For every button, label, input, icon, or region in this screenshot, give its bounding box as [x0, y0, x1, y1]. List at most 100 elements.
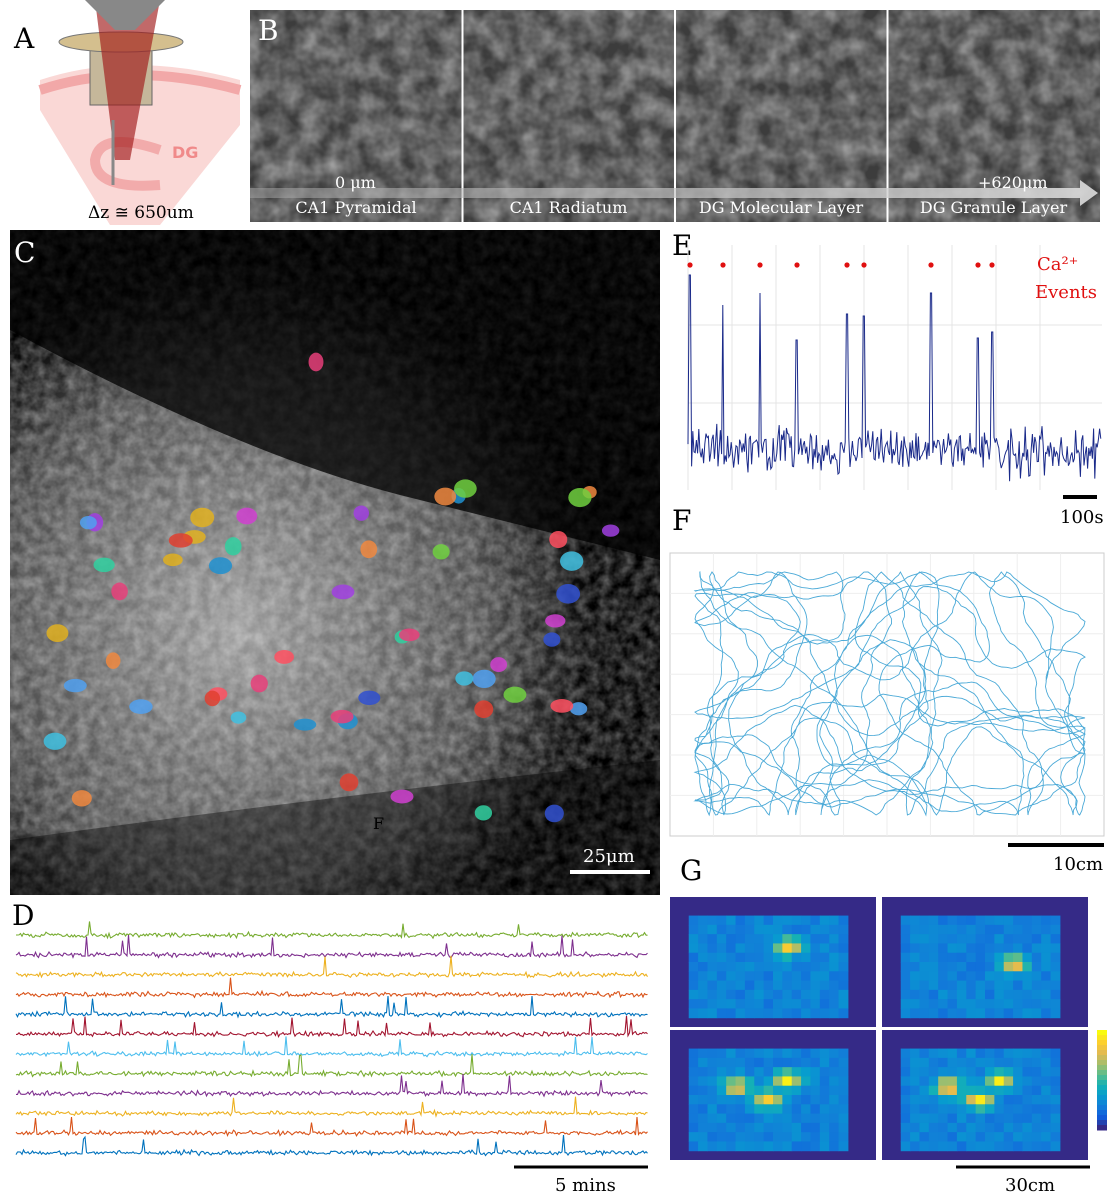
colorbar-step [1097, 1095, 1107, 1101]
heatmap-cell [994, 999, 1004, 1009]
heatmap-cell [901, 999, 911, 1009]
heatmap-cell [839, 1114, 849, 1124]
heatmap-cell [754, 981, 764, 991]
heatmap-cell [839, 1086, 849, 1096]
heatmap-cell [745, 999, 755, 1009]
heatmap-cell [829, 999, 839, 1009]
heatmap-cell [764, 916, 774, 926]
heatmap-cell [792, 981, 802, 991]
heatmap-cell [1013, 1049, 1023, 1059]
heatmap-cell [994, 1058, 1004, 1068]
heatmap-cell [736, 925, 746, 935]
heatmap-cell [901, 925, 911, 935]
heatmap-cell [773, 1141, 783, 1151]
heatmap-cell [938, 1067, 948, 1077]
heatmap-cell [929, 1008, 939, 1018]
heatmap-cell [957, 1076, 967, 1086]
heatmap-cell [745, 1095, 755, 1105]
trace [16, 956, 648, 978]
heatmap-cell [910, 1095, 920, 1105]
heatmap-cell [966, 1123, 976, 1133]
event-dot [757, 262, 762, 267]
heatmap-cell [782, 1008, 792, 1018]
heatmap-cell [754, 925, 764, 935]
heatmap-cell [754, 1095, 764, 1105]
heatmap-cell [839, 953, 849, 963]
heatmap-cell [736, 953, 746, 963]
heatmap-cell [717, 962, 727, 972]
heatmap-cell [1004, 981, 1014, 991]
heatmap-cell [901, 1049, 911, 1059]
heatmap-cell [839, 1132, 849, 1142]
heatmap-cell [726, 1104, 736, 1114]
heatmap-cell [910, 1132, 920, 1142]
heatmap-cell [1004, 916, 1014, 926]
heatmap-cell [976, 916, 986, 926]
heatmap-cell [726, 1049, 736, 1059]
roi [209, 557, 232, 574]
heatmap-cell [707, 1076, 717, 1086]
heatmap-cell [792, 925, 802, 935]
heatmap-cell [717, 1095, 727, 1105]
heatmap-cell [707, 1067, 717, 1077]
heatmap-cell [1032, 1132, 1042, 1142]
heatmap-cell [736, 1086, 746, 1096]
heatmap-cell [782, 1067, 792, 1077]
heatmap-cell [1022, 999, 1032, 1009]
scale-label: 30cm [1005, 1175, 1055, 1196]
heatmap-cell [1041, 962, 1051, 972]
heatmap-cell [754, 1049, 764, 1059]
heatmap-cell [792, 1008, 802, 1018]
heatmap-cell [929, 1114, 939, 1124]
heatmap-cell [773, 1086, 783, 1096]
heatmap-cell [717, 1008, 727, 1018]
heatmap-cell [1041, 934, 1051, 944]
heatmap-cell [829, 1076, 839, 1086]
heatmap-cell [919, 1114, 929, 1124]
heatmap-cell [707, 1123, 717, 1133]
heatmap-cell [1022, 925, 1032, 935]
heatmap-cell [689, 1086, 699, 1096]
heatmap-cell [1041, 1095, 1051, 1105]
heatmap-cell [929, 1132, 939, 1142]
heatmap-cell [707, 981, 717, 991]
heatmap-cell [745, 943, 755, 953]
heatmap-cell [1013, 1141, 1023, 1151]
heatmap-cell [1013, 1067, 1023, 1077]
heatmap-cell [689, 1141, 699, 1151]
heatmap-cell [910, 999, 920, 1009]
heatmap-cell [829, 1008, 839, 1018]
heatmap-cell [726, 943, 736, 953]
heatmap-cell [745, 1132, 755, 1142]
heatmap-cell [976, 1049, 986, 1059]
heatmap-cell [764, 1067, 774, 1077]
heatmap-cell [773, 925, 783, 935]
heatmap-cell [736, 1076, 746, 1086]
heatmap-cell [1041, 981, 1051, 991]
layer-label: DG Granule Layer [920, 198, 1068, 217]
heatmap-cell [1013, 953, 1023, 963]
heatmap-cell [782, 1086, 792, 1096]
heatmap-cell [1004, 1104, 1014, 1114]
heatmap-cell [957, 943, 967, 953]
heatmap-cell [1032, 1076, 1042, 1086]
heatmap-cell [829, 981, 839, 991]
heatmap-cell [792, 990, 802, 1000]
heatmap-cell [810, 925, 820, 935]
heatmap-cell [689, 1076, 699, 1086]
heatmap-cell [1004, 1123, 1014, 1133]
heatmap-cell [839, 1008, 849, 1018]
heatmap-cell [957, 916, 967, 926]
heatmap-cell [957, 1058, 967, 1068]
heatmap-cell [1022, 953, 1032, 963]
panel-label: C [14, 236, 35, 269]
heatmap-cell [985, 916, 995, 926]
heatmap-cell [1051, 943, 1061, 953]
heatmap-cell [792, 943, 802, 953]
heatmap-cell [1041, 1123, 1051, 1133]
heatmap-cell [1004, 1076, 1014, 1086]
heatmap-cell [948, 1049, 958, 1059]
heatmap-cell [929, 1123, 939, 1133]
heatmap-cell [985, 1132, 995, 1142]
roi [340, 773, 359, 791]
